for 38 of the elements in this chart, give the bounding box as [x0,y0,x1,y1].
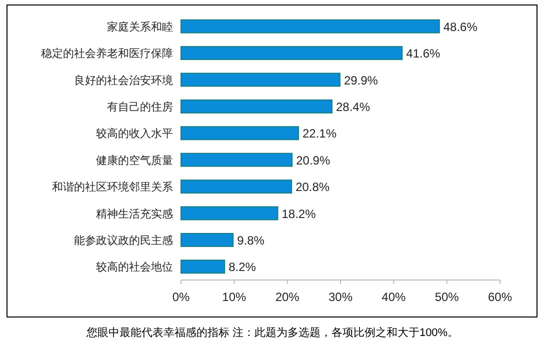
data-label: 8.2% [228,260,256,274]
bar [180,260,226,274]
data-label: 9.8% [237,233,265,248]
x-tick-label: 50% [434,290,460,304]
bar [180,232,234,247]
data-label: 28.4% [336,100,370,114]
bar [180,46,403,60]
x-tick-label: 30% [328,290,353,304]
data-label: 29.9% [344,73,378,88]
x-tick-label: 20% [275,290,300,304]
y-tick-label: 有自己的住房 [107,100,173,114]
data-label: 41.6% [406,46,441,61]
data-label: 48.6% [443,20,478,34]
x-tick-label: 40% [382,290,406,304]
y-tick-label: 良好的社会治安环境 [74,74,173,87]
x-tick-label: 10% [222,290,246,304]
bar [180,126,299,140]
y-tick-label: 稳定的社会养老和医疗保障 [41,47,173,60]
data-label: 20.9% [296,153,330,168]
bar [180,206,278,220]
data-label: 20.8% [296,180,330,194]
bar [180,152,293,167]
data-label: 22.1% [302,126,337,141]
x-tick-label: 60% [488,290,512,304]
y-tick-label: 健康的空气质量 [96,154,173,167]
bar [180,72,340,87]
y-tick-label: 能参政议政的民主感 [74,234,173,247]
bar [180,99,332,114]
data-label: 18.2% [282,206,316,221]
y-tick-label: 和谐的社区环境邻里关系 [52,180,173,194]
text: 您眼中最能代表幸福感的指标 注：此题为多选题，各项比例之和大于100%。 [85,326,459,339]
y-tick-label: 精神生活充实感 [96,207,173,220]
bar [180,19,440,34]
x-tick-label: 0% [172,290,190,304]
y-tick-label: 较高的收入水平 [96,127,173,140]
y-tick-label: 家庭关系和睦 [107,20,173,34]
bar [180,180,292,194]
y-tick-label: 较高的社会地位 [96,260,173,274]
